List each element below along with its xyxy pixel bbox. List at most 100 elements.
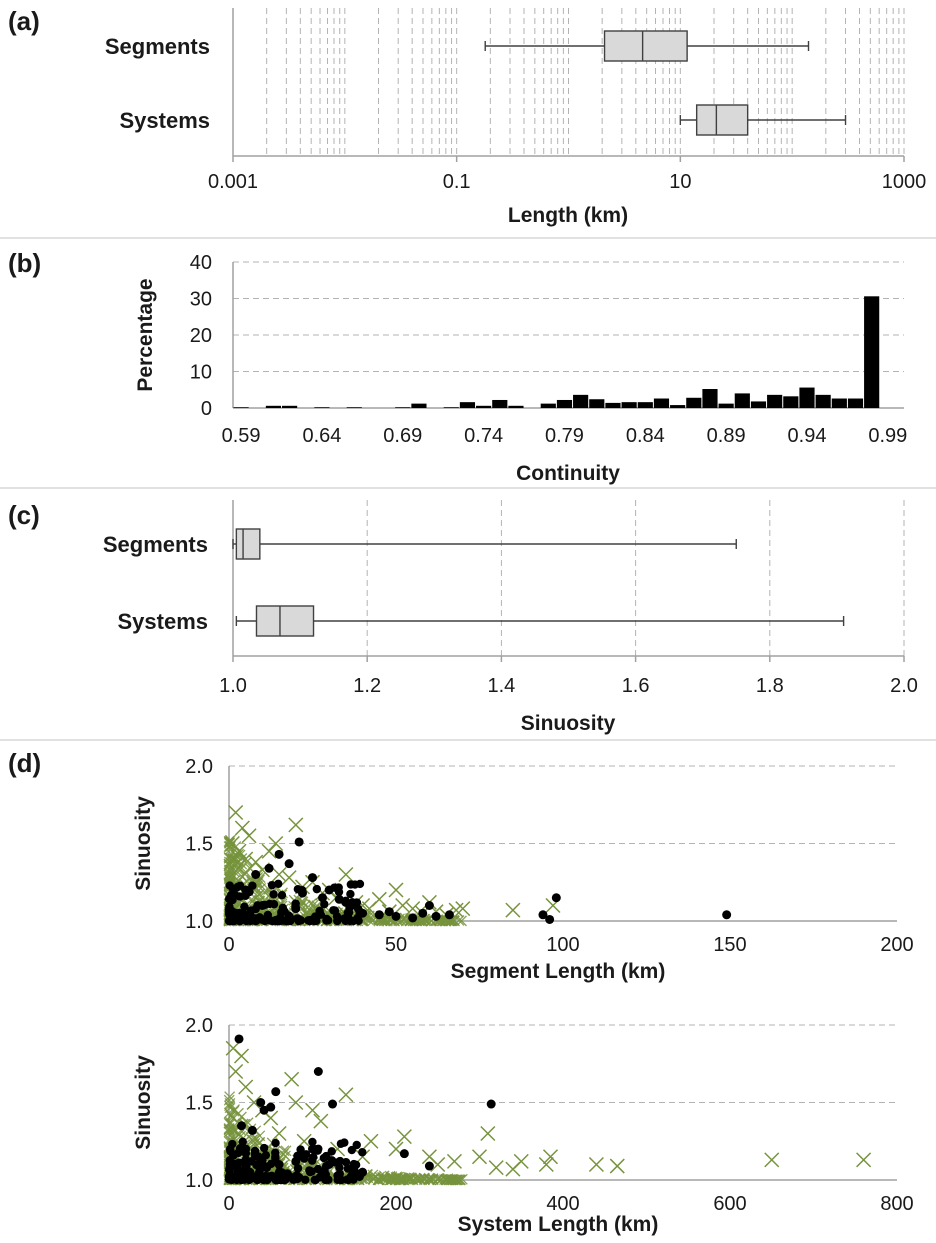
cross-marker <box>444 1174 456 1186</box>
dot-marker <box>346 889 355 899</box>
cross-marker <box>223 1094 235 1106</box>
x-axis-title: Sinuosity <box>521 712 616 735</box>
cross-marker <box>399 1173 411 1185</box>
cross-marker <box>228 1105 240 1117</box>
dot-marker <box>266 1102 276 1112</box>
histogram-bar <box>864 296 880 408</box>
dot-marker <box>322 916 331 925</box>
box <box>695 104 749 136</box>
x-tick-label: 1.0 <box>219 675 247 697</box>
dot-marker <box>255 1166 264 1175</box>
dot-marker <box>251 870 261 879</box>
histogram-bar <box>718 403 734 408</box>
dot-marker <box>358 1167 368 1177</box>
histogram-bar <box>395 407 411 408</box>
cross-marker <box>224 835 240 852</box>
histogram-bar <box>573 394 589 408</box>
dot-marker <box>329 906 338 915</box>
y-tick-label: 10 <box>190 362 212 384</box>
cross-marker <box>542 1149 559 1165</box>
cross-marker <box>446 1153 462 1169</box>
dot-marker <box>341 1157 351 1167</box>
box <box>235 528 261 560</box>
dot-marker <box>225 1144 235 1154</box>
dot-marker <box>282 1169 292 1179</box>
dot-marker <box>538 910 548 920</box>
dot-marker <box>274 849 284 859</box>
dot-marker <box>399 1149 409 1159</box>
dot-marker <box>301 1175 310 1185</box>
dot-marker <box>293 1164 303 1173</box>
cross-marker <box>284 1071 300 1087</box>
dot-marker <box>334 894 344 904</box>
cross-marker <box>271 866 287 883</box>
dot-marker <box>235 916 244 926</box>
x-tick-label: 0 <box>223 934 234 956</box>
histogram-bar <box>702 389 718 408</box>
dot-marker <box>267 1171 276 1181</box>
histogram-bar <box>411 403 427 408</box>
dot-marker <box>255 913 264 922</box>
panel-d-segment-scatter: 1.0 1.5 2.0 0 50 100 150 200 Segment Length (km)… <box>132 756 914 983</box>
dot-marker <box>227 906 236 915</box>
cross-marker <box>609 1158 625 1174</box>
dot-marker <box>312 884 322 894</box>
cross-marker <box>454 1174 466 1186</box>
dot-marker <box>308 1137 317 1147</box>
dot-marker <box>229 1151 238 1160</box>
cross-marker <box>374 1171 386 1183</box>
dot-marker <box>281 916 290 925</box>
cross-marker <box>446 1174 458 1186</box>
cross-marker <box>418 1172 430 1184</box>
dot-marker <box>335 1163 344 1172</box>
panel-d-letter: (d) <box>8 748 41 778</box>
cross-marker <box>764 1152 780 1168</box>
dot-marker <box>320 1171 330 1181</box>
dot-marker <box>311 913 321 923</box>
dot-marker <box>251 904 260 914</box>
histogram-bar <box>750 401 767 408</box>
cross-marker <box>224 1118 236 1130</box>
cross-marker <box>278 1145 290 1157</box>
dot-marker <box>268 916 278 926</box>
histogram-bar <box>540 403 556 408</box>
dot-marker <box>227 916 237 926</box>
cross-marker <box>241 828 257 844</box>
cross-marker <box>505 902 521 918</box>
dot-marker <box>280 907 289 916</box>
dot-marker <box>234 1034 244 1044</box>
x-tick-label: 0.1 <box>443 171 471 193</box>
cross-marker <box>271 1125 287 1142</box>
dot-marker <box>253 1152 263 1162</box>
dot-marker <box>261 1171 270 1181</box>
dot-marker <box>296 1145 305 1154</box>
cross-marker <box>261 843 277 859</box>
cross-marker <box>228 1063 244 1080</box>
dot-cloud <box>224 1137 367 1185</box>
cross-marker <box>403 1173 415 1185</box>
cross-marker <box>288 817 304 833</box>
dot-marker <box>345 916 355 926</box>
dot-marker <box>551 893 561 903</box>
cross-marker <box>224 1116 236 1128</box>
histogram-bar <box>314 407 330 408</box>
cross-marker <box>455 901 471 917</box>
histogram-bar <box>589 399 605 408</box>
cross-marker <box>224 1097 236 1109</box>
histogram-bar <box>637 402 653 408</box>
x-axis-title: Length (km) <box>508 204 628 227</box>
cross-marker <box>226 1124 238 1136</box>
cross-marker <box>471 1149 488 1165</box>
dot-marker <box>424 1161 434 1171</box>
x-tick-label: 0 <box>223 1193 234 1215</box>
cross-marker <box>856 1152 872 1168</box>
dot-marker <box>310 1175 319 1185</box>
dot-marker <box>237 1121 247 1131</box>
y-tick-label: 0 <box>201 398 212 420</box>
cross-marker <box>386 1174 398 1186</box>
y-tick-label: 1.5 <box>185 834 213 856</box>
cross-marker <box>268 835 284 852</box>
dot-marker <box>294 914 303 923</box>
histogram-bar <box>443 407 459 408</box>
